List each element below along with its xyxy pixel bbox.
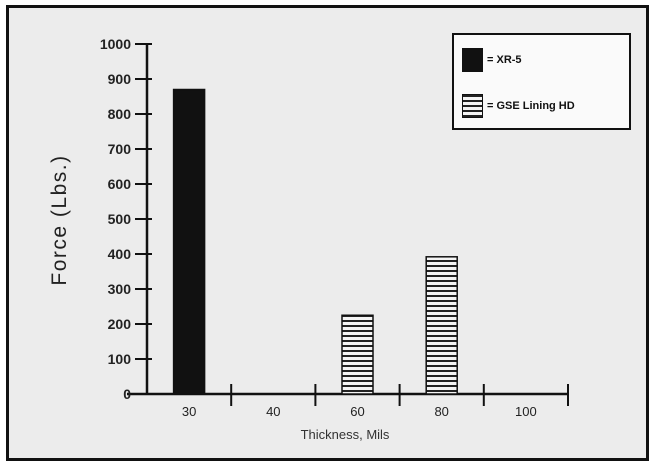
legend-entry-gse: = GSE Lining HD — [462, 93, 575, 119]
x-tick-label: 40 — [266, 404, 280, 419]
legend-label-xr5: = XR-5 — [487, 54, 522, 66]
bar-gse-lining-hd-80 — [425, 256, 458, 395]
y-tick-label: 700 — [108, 141, 132, 157]
x-axis-label: Thickness, Mils — [300, 427, 390, 442]
y-tick-label: 400 — [108, 246, 132, 262]
x-tick-label: 80 — [434, 404, 448, 419]
bar-xr-5-30 — [172, 88, 206, 395]
legend-entry-xr5: = XR-5 — [462, 47, 522, 73]
y-tick-label: 500 — [108, 211, 132, 227]
x-tick-label: 100 — [515, 404, 537, 419]
legend-swatch-gse — [462, 94, 483, 118]
x-tick-label: 30 — [182, 404, 196, 419]
bar-gse-lining-hd-60 — [341, 314, 374, 395]
y-tick-label: 1000 — [100, 36, 131, 52]
y-tick-label: 100 — [108, 351, 132, 367]
y-tick-label: 600 — [108, 176, 132, 192]
y-tick-label: 0 — [123, 386, 131, 402]
legend-swatch-xr5 — [462, 48, 483, 72]
legend-label-gse: = GSE Lining HD — [487, 100, 575, 112]
y-tick-label: 300 — [108, 281, 132, 297]
y-tick-label: 800 — [108, 106, 132, 122]
y-tick-label: 200 — [108, 316, 132, 332]
x-tick-label: 60 — [350, 404, 364, 419]
legend: = XR-5 = GSE Lining HD — [452, 33, 631, 130]
y-tick-label: 900 — [108, 71, 132, 87]
y-axis-label: Force (Lbs.) — [48, 154, 71, 286]
